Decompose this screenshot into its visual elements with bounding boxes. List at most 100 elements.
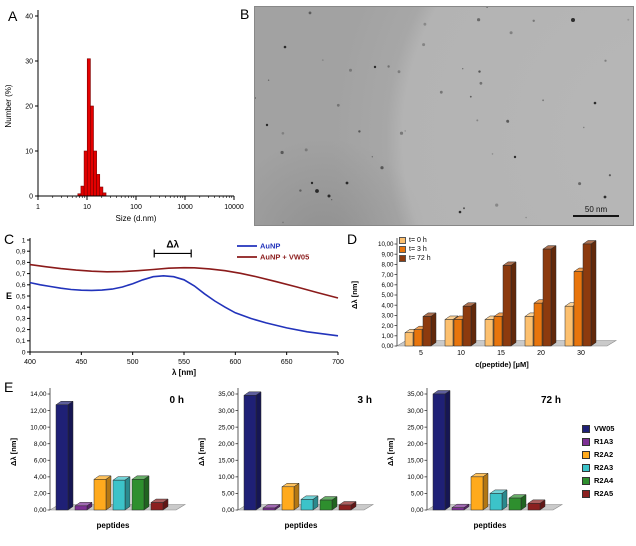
svg-text:30: 30 — [25, 59, 33, 66]
svg-text:15: 15 — [497, 350, 505, 357]
legend-swatch — [582, 463, 590, 472]
svg-text:8,00: 8,00 — [34, 441, 47, 448]
legend-swatch — [399, 255, 406, 262]
legend-item-R2A5: R2A5 — [582, 489, 614, 498]
svg-text:35,00: 35,00 — [407, 391, 424, 398]
svg-text:10,00: 10,00 — [378, 241, 394, 248]
svg-text:15,00: 15,00 — [218, 457, 235, 464]
svg-text:35,00: 35,00 — [218, 391, 235, 398]
svg-text:600: 600 — [229, 359, 241, 366]
svg-text:100: 100 — [130, 204, 142, 211]
svg-text:30: 30 — [577, 350, 585, 357]
legend-label: R2A3 — [594, 463, 614, 472]
svg-text:6,00: 6,00 — [381, 282, 394, 289]
svg-text:Δλ [nm]: Δλ [nm] — [350, 281, 359, 309]
timepoint-legend: t= 0 h t= 3 h t= 72 h — [399, 237, 431, 264]
legend-item-R1A3: R1A3 — [582, 437, 614, 446]
legend-item-R2A4: R2A4 — [582, 476, 614, 485]
svg-text:5,00: 5,00 — [411, 491, 424, 498]
svg-text:20: 20 — [537, 350, 545, 357]
uvvis-spectra-chart: 0 0,1 0,2 0,3 0,4 0,5 0,6 0,7 0,8 0,9 1 400 450 500 55… — [6, 237, 344, 377]
svg-text:20: 20 — [25, 104, 33, 111]
legend-label: R2A5 — [594, 489, 614, 498]
svg-text:0: 0 — [29, 194, 33, 201]
legend-item-VW05: VW05 — [582, 424, 614, 433]
svg-text:0 h: 0 h — [170, 395, 184, 406]
svg-text:10: 10 — [457, 350, 465, 357]
legend-label: R1A3 — [594, 437, 614, 446]
legend-label: t= 72 h — [409, 255, 431, 262]
svg-text:10,00: 10,00 — [30, 424, 47, 431]
svg-text:7,00: 7,00 — [381, 272, 394, 279]
panel-label-e: E — [4, 379, 14, 395]
legend-swatch — [582, 424, 590, 433]
svg-text:650: 650 — [281, 359, 293, 366]
legend-swatch — [582, 476, 590, 485]
svg-text:λ [nm]: λ [nm] — [172, 368, 196, 377]
svg-text:12,00: 12,00 — [30, 408, 47, 415]
svg-text:30,00: 30,00 — [218, 408, 235, 415]
svg-text:0,2: 0,2 — [16, 327, 26, 334]
svg-text:14,00: 14,00 — [30, 391, 47, 398]
svg-text:15,00: 15,00 — [407, 457, 424, 464]
svg-text:700: 700 — [332, 359, 344, 366]
svg-text:3 h: 3 h — [358, 395, 372, 406]
svg-text:30,00: 30,00 — [407, 408, 424, 415]
svg-text:20,00: 20,00 — [218, 441, 235, 448]
svg-text:25,00: 25,00 — [218, 424, 235, 431]
legend-swatch — [582, 450, 590, 459]
svg-text:10,00: 10,00 — [218, 474, 235, 481]
svg-text:Δλ: Δλ — [166, 239, 179, 250]
svg-text:1000: 1000 — [177, 204, 193, 211]
svg-text:500: 500 — [127, 359, 139, 366]
peptides-bar3d-72h: 0,00 5,00 10,00 15,00 20,00 25,00 30,00 35,00 Δλ… — [386, 388, 564, 530]
svg-text:5,00: 5,00 — [381, 292, 394, 299]
svg-text:AuNP + VW05: AuNP + VW05 — [260, 253, 309, 262]
tem-micrograph: 50 nm — [254, 6, 634, 226]
legend-label: t= 3 h — [409, 246, 427, 253]
svg-text:E: E — [6, 291, 12, 301]
svg-text:0,7: 0,7 — [16, 271, 26, 278]
svg-text:peptides: peptides — [474, 521, 507, 530]
svg-text:Δλ [nm]: Δλ [nm] — [197, 438, 206, 466]
svg-text:40: 40 — [25, 14, 33, 21]
legend-item-t=0h: t= 0 h — [399, 237, 431, 244]
scale-bar: 50 nm — [573, 205, 619, 217]
legend-swatch — [582, 489, 590, 498]
svg-text:0,3: 0,3 — [16, 316, 26, 323]
peptides-bar3d-3h: 0,00 5,00 10,00 15,00 20,00 25,00 30,00 35,00 Δλ… — [197, 388, 375, 530]
svg-text:1: 1 — [22, 237, 26, 244]
svg-text:0,00: 0,00 — [34, 507, 47, 514]
svg-text:Δλ [nm]: Δλ [nm] — [9, 438, 18, 466]
scale-bar-line — [573, 215, 619, 217]
legend-swatch — [582, 437, 590, 446]
svg-text:0,1: 0,1 — [16, 338, 26, 345]
svg-text:0,6: 0,6 — [16, 282, 26, 289]
svg-text:72 h: 72 h — [541, 395, 561, 406]
scale-bar-label: 50 nm — [584, 205, 608, 214]
panel-label-a: A — [8, 8, 18, 24]
svg-text:450: 450 — [75, 359, 87, 366]
svg-text:0,00: 0,00 — [222, 507, 235, 514]
svg-text:2,00: 2,00 — [34, 491, 47, 498]
svg-text:peptides: peptides — [285, 521, 318, 530]
svg-text:4,00: 4,00 — [381, 302, 394, 309]
svg-text:3,00: 3,00 — [381, 313, 394, 320]
svg-text:0,8: 0,8 — [16, 260, 26, 267]
svg-text:0,4: 0,4 — [16, 305, 26, 312]
svg-text:10,00: 10,00 — [407, 474, 424, 481]
concentration-bar3d-chart: 0,00 1,00 2,00 3,00 4,00 5,00 6,00 7,00 8,00 9,00… — [350, 238, 618, 369]
dls-size-histogram: 0 10 20 30 40 1 10 100 1000 10000 Number (%) Size (… — [4, 10, 244, 223]
legend-label: t= 0 h — [409, 237, 427, 244]
legend-item-R2A3: R2A3 — [582, 463, 614, 472]
legend-label: R2A4 — [594, 476, 614, 485]
svg-text:10000: 10000 — [224, 204, 244, 211]
peptide-legend: VW05 R1A3 R2A2 R2A3 R2A4 R2A5 — [582, 424, 614, 502]
svg-text:Δλ [nm]: Δλ [nm] — [386, 438, 395, 466]
svg-text:AuNP: AuNP — [260, 242, 280, 251]
svg-text:0,5: 0,5 — [16, 293, 26, 300]
legend-item-t=3h: t= 3 h — [399, 246, 431, 253]
svg-text:20,00: 20,00 — [407, 441, 424, 448]
svg-text:0,00: 0,00 — [381, 343, 394, 350]
